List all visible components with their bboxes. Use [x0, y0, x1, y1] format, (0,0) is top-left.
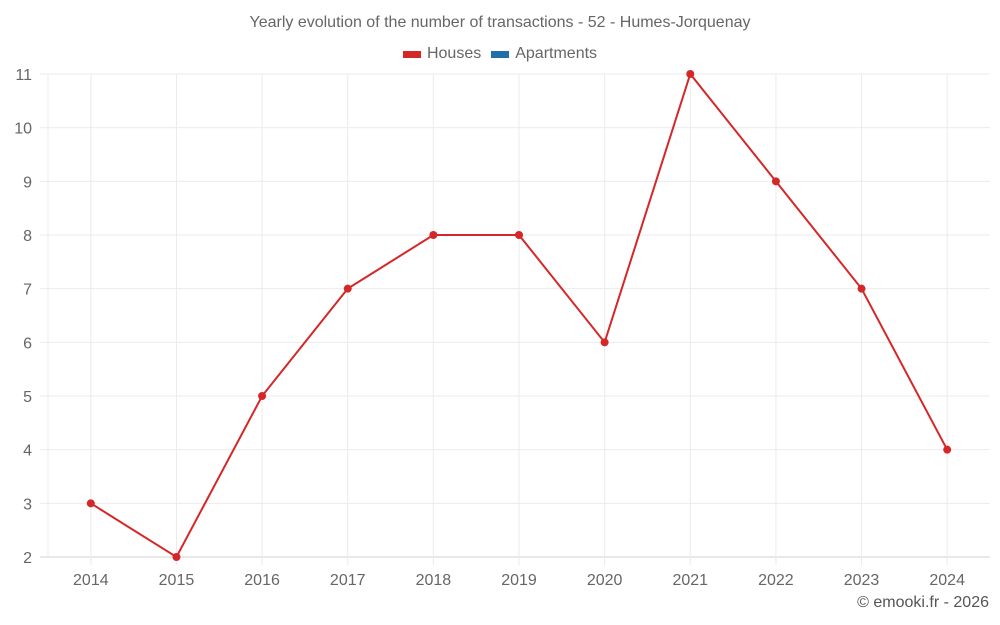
data-point	[600, 338, 609, 347]
x-tick-label: 2016	[244, 572, 280, 589]
y-tick-label: 5	[23, 389, 32, 406]
y-tick-label: 11	[15, 67, 32, 84]
legend-swatch-houses	[402, 50, 421, 58]
x-tick-label: 2014	[73, 572, 109, 589]
copyright-credit: © emooki.fr - 2026	[857, 594, 989, 611]
y-tick-label: 7	[23, 282, 32, 299]
chart-title: Yearly evolution of the number of transa…	[249, 14, 751, 31]
x-tick-label: 2022	[758, 572, 794, 589]
x-tick-label: 2024	[929, 572, 965, 589]
x-tick-label: 2023	[844, 572, 880, 589]
x-tick-label: 2018	[416, 572, 452, 589]
data-point	[86, 499, 95, 508]
y-tick-label: 9	[23, 174, 32, 191]
chart-legend: Houses Apartments	[0, 45, 1000, 63]
x-tick-label: 2015	[159, 572, 195, 589]
x-tick-label: 2019	[501, 572, 537, 589]
legend-label-apartments: Apartments	[515, 45, 598, 62]
y-tick-label: 6	[23, 335, 32, 352]
x-tick-label: 2020	[587, 572, 623, 589]
data-point	[771, 177, 780, 186]
x-tick-label: 2021	[672, 572, 708, 589]
x-tick-label: 2017	[330, 572, 366, 589]
y-tick-label: 4	[23, 443, 32, 460]
legend-item-houses[interactable]: Houses	[402, 45, 482, 63]
legend-swatch-apartments	[491, 50, 510, 58]
legend-item-apartments[interactable]: Apartments	[491, 45, 597, 63]
y-tick-label: 8	[23, 228, 32, 245]
data-point	[515, 231, 523, 239]
data-point	[686, 70, 695, 78]
data-point	[857, 284, 866, 293]
data-point	[258, 392, 267, 400]
data-point	[343, 284, 352, 293]
legend-label-houses: Houses	[426, 45, 482, 62]
y-tick-label: 3	[23, 496, 32, 513]
y-tick-label: 10	[14, 121, 32, 138]
data-point	[943, 445, 952, 454]
y-tick-label: 2	[23, 550, 32, 567]
data-point	[172, 553, 181, 561]
data-point	[429, 231, 438, 239]
